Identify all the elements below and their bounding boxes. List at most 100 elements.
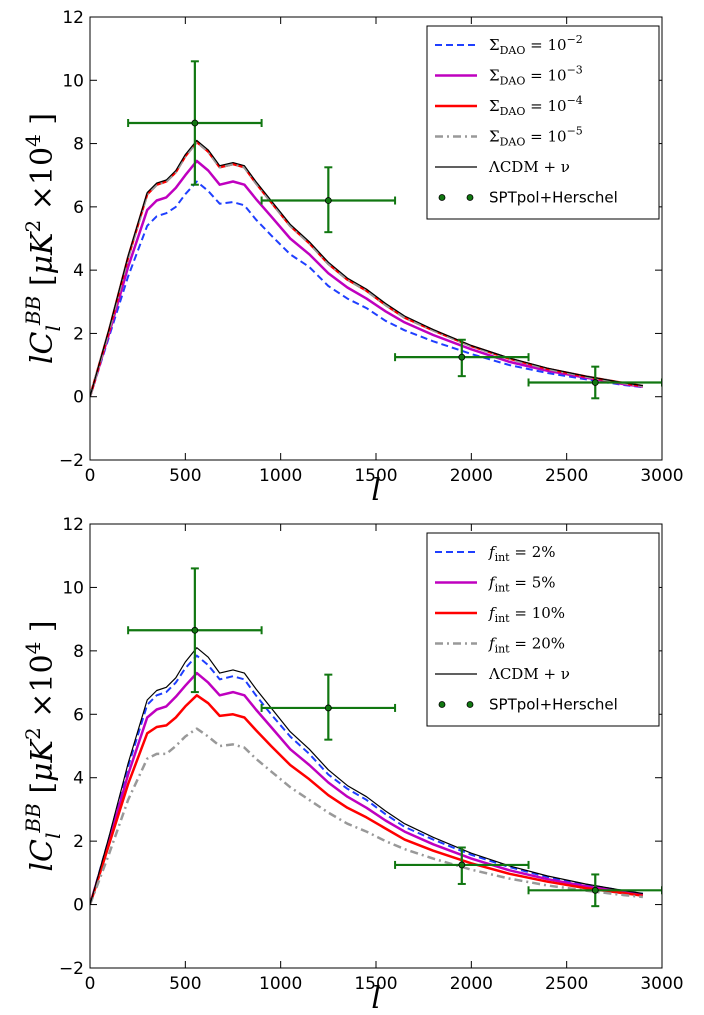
y-axis-label-part: [ bbox=[25, 782, 60, 803]
series-line-2 bbox=[90, 159, 644, 398]
y-tick-label: 6 bbox=[73, 198, 84, 218]
legend-marker-2 bbox=[466, 194, 474, 201]
legend-label-sub: int bbox=[495, 582, 511, 595]
x-tick-label: 500 bbox=[169, 974, 201, 994]
legend-label-4: ΣDAO = 10−5 bbox=[489, 125, 583, 149]
y-tick-label: 8 bbox=[73, 135, 84, 155]
x-tick-label: 2500 bbox=[545, 974, 588, 994]
x-tick-label: 0 bbox=[85, 974, 96, 994]
x-tick-label: 2000 bbox=[450, 974, 493, 994]
chart-panel-2: 0 500 1000 1500 2000 2500 3000−2024681012llClB… bbox=[21, 515, 684, 1015]
y-tick-label: −2 bbox=[59, 451, 84, 471]
y-axis-label-part: [ bbox=[25, 274, 60, 295]
legend-label-main: f bbox=[488, 604, 497, 622]
y-tick-label: 10 bbox=[62, 71, 84, 91]
legend: fint = 2%fint = 5%fint = 10%fint = 20%ΛC… bbox=[426, 532, 660, 727]
x-tick-label: 3000 bbox=[640, 974, 683, 994]
y-axis-label-part: BB bbox=[21, 296, 45, 326]
y-axis-label-part: μK bbox=[25, 738, 60, 781]
legend-label-main: f bbox=[488, 574, 497, 592]
x-tick-label: 3000 bbox=[640, 466, 683, 486]
y-axis-label-part: ×10 bbox=[25, 654, 60, 727]
legend-label-points: SPTpol+Herschel bbox=[489, 696, 618, 714]
x-tick-label: 1000 bbox=[259, 466, 302, 486]
y-axis-label-part: 4 bbox=[21, 134, 45, 147]
legend-label-1: ΣDAO = 10−2 bbox=[489, 33, 583, 57]
series-line-2 bbox=[90, 671, 644, 905]
y-axis-label-part: ] bbox=[25, 620, 60, 641]
chart-panel-1: 0 500 1000 1500 2000 2500 3000−2024681012llClB… bbox=[21, 8, 684, 508]
legend-label-points: SPTpol+Herschel bbox=[489, 189, 618, 207]
legend-label-sup: −4 bbox=[567, 94, 583, 107]
legend-label-main: f bbox=[488, 543, 497, 561]
legend-label-sub: DAO bbox=[500, 44, 526, 57]
legend-label-2: ΣDAO = 10−3 bbox=[489, 64, 583, 88]
y-tick-label: 12 bbox=[62, 515, 84, 535]
legend-label-main: Σ bbox=[489, 97, 500, 115]
x-axis-label: l bbox=[371, 473, 381, 508]
plot-area bbox=[90, 567, 662, 908]
y-axis-label-part: ×10 bbox=[25, 147, 60, 220]
y-axis-label-part: μK bbox=[25, 231, 60, 274]
data-point-4 bbox=[591, 886, 599, 894]
y-tick-label: 12 bbox=[62, 8, 84, 28]
y-axis-label-part: 2 bbox=[21, 727, 45, 740]
legend-label-sub: DAO bbox=[500, 136, 526, 149]
x-tick-label: 2000 bbox=[450, 466, 493, 486]
y-axis-label-part: lC bbox=[25, 331, 60, 364]
y-axis-label-part: ] bbox=[25, 113, 60, 134]
legend-marker-1 bbox=[438, 194, 446, 201]
legend-label-sub: int bbox=[495, 643, 511, 656]
legend-label-sub: DAO bbox=[500, 105, 526, 118]
data-point-1 bbox=[191, 119, 199, 127]
x-tick-label: 500 bbox=[169, 466, 201, 486]
legend-label-rest: = 2% bbox=[510, 543, 556, 561]
data-point-2 bbox=[324, 704, 332, 712]
legend-label-rest: = 5% bbox=[510, 574, 556, 592]
legend-label-rest: = 10 bbox=[525, 36, 566, 54]
y-tick-label: 0 bbox=[73, 896, 84, 916]
x-tick-label: 0 bbox=[85, 466, 96, 486]
y-axis-label-part: l bbox=[41, 833, 65, 839]
y-axis-label-part: 2 bbox=[21, 220, 45, 233]
y-tick-label: 4 bbox=[73, 261, 84, 281]
data-point-1 bbox=[191, 626, 199, 634]
y-tick-label: 0 bbox=[73, 388, 84, 408]
legend-label-3: ΣDAO = 10−4 bbox=[489, 94, 583, 118]
legend-label-4: fint = 20% bbox=[488, 635, 565, 656]
series-line-3 bbox=[90, 694, 644, 905]
legend-label-3: fint = 10% bbox=[488, 604, 565, 625]
legend-label-sup: −2 bbox=[567, 33, 583, 46]
legend-box bbox=[426, 25, 660, 220]
legend-marker-2 bbox=[466, 701, 474, 708]
legend-label-2: fint = 5% bbox=[488, 574, 556, 595]
data-point-4 bbox=[591, 379, 599, 386]
legend-marker-1 bbox=[438, 701, 446, 708]
y-axis-label-part: l bbox=[41, 325, 65, 331]
x-tick-label: 2500 bbox=[545, 466, 588, 486]
legend-label-sup: −3 bbox=[567, 64, 583, 77]
x-tick-label: 1000 bbox=[259, 974, 302, 994]
legend-label-sub: DAO bbox=[500, 75, 526, 88]
series-line-1 bbox=[90, 654, 644, 905]
y-tick-label: −2 bbox=[59, 959, 84, 979]
data-point-3 bbox=[458, 353, 466, 361]
legend-box bbox=[426, 532, 660, 727]
x-tick-label: 1500 bbox=[354, 466, 397, 486]
y-tick-label: 8 bbox=[73, 642, 84, 662]
legend-label-5: ΛCDM + ν bbox=[488, 158, 570, 176]
legend-label-sup: −5 bbox=[567, 125, 583, 138]
y-axis-label-part: 4 bbox=[21, 642, 45, 655]
legend-label-rest: = 10 bbox=[525, 97, 566, 115]
data-point-2 bbox=[324, 197, 332, 204]
legend-label-rest: = 10 bbox=[525, 67, 566, 85]
y-tick-label: 10 bbox=[62, 578, 84, 598]
series-line-4 bbox=[90, 727, 644, 906]
legend-label-rest: = 10 bbox=[525, 128, 566, 146]
x-axis-label: l bbox=[371, 981, 381, 1015]
data-point-3 bbox=[458, 861, 466, 869]
legend-label-main: f bbox=[488, 635, 497, 653]
y-axis-label: lClBB [μK2 ×104 ] bbox=[21, 113, 65, 364]
